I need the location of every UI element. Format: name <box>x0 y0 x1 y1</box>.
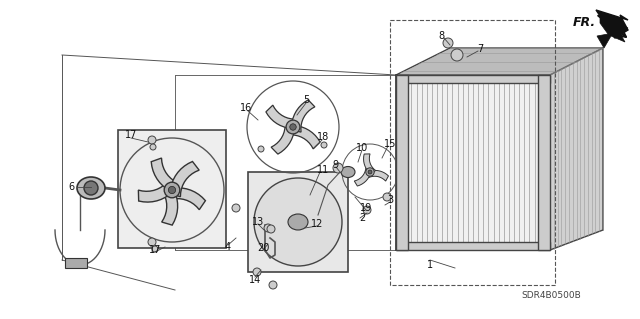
Text: 1: 1 <box>427 260 433 270</box>
Polygon shape <box>288 126 320 149</box>
Polygon shape <box>396 75 550 250</box>
Circle shape <box>148 136 156 144</box>
Polygon shape <box>596 10 628 38</box>
Circle shape <box>164 182 180 198</box>
Text: 19: 19 <box>360 203 372 213</box>
Ellipse shape <box>288 214 308 230</box>
Polygon shape <box>161 186 178 225</box>
Circle shape <box>267 225 275 233</box>
Circle shape <box>254 178 342 266</box>
Ellipse shape <box>341 167 355 177</box>
Circle shape <box>148 238 156 246</box>
Polygon shape <box>396 75 550 83</box>
Circle shape <box>269 281 277 289</box>
Circle shape <box>451 49 463 61</box>
Polygon shape <box>292 100 315 132</box>
Text: 11: 11 <box>317 165 329 175</box>
Polygon shape <box>355 168 371 186</box>
Ellipse shape <box>77 177 105 199</box>
Circle shape <box>368 170 372 174</box>
Circle shape <box>290 124 296 130</box>
Text: 17: 17 <box>149 245 161 255</box>
Text: 8: 8 <box>438 31 444 41</box>
Polygon shape <box>138 180 175 202</box>
Text: 3: 3 <box>387 195 393 205</box>
Circle shape <box>363 206 371 214</box>
Circle shape <box>443 38 453 48</box>
Text: 17: 17 <box>125 130 137 140</box>
Bar <box>248 172 348 272</box>
Circle shape <box>258 146 264 152</box>
Polygon shape <box>597 15 628 48</box>
Circle shape <box>264 224 272 232</box>
Polygon shape <box>271 122 294 154</box>
Circle shape <box>383 193 391 201</box>
Circle shape <box>84 181 98 195</box>
Circle shape <box>152 246 158 252</box>
Polygon shape <box>364 154 376 174</box>
Circle shape <box>333 163 343 173</box>
Text: 12: 12 <box>311 219 323 229</box>
Text: 18: 18 <box>317 132 329 142</box>
Polygon shape <box>368 170 388 181</box>
Bar <box>65 258 87 268</box>
Bar <box>118 130 226 248</box>
Polygon shape <box>396 242 550 250</box>
Bar <box>390 20 555 285</box>
Text: 4: 4 <box>225 242 231 252</box>
Text: 15: 15 <box>384 139 396 149</box>
Text: 7: 7 <box>477 44 483 54</box>
Polygon shape <box>396 75 408 250</box>
Polygon shape <box>151 158 181 193</box>
Polygon shape <box>550 48 603 250</box>
Text: FR.: FR. <box>573 16 596 28</box>
Text: 13: 13 <box>252 217 264 227</box>
Text: 10: 10 <box>356 143 368 153</box>
Polygon shape <box>266 105 298 129</box>
Text: 5: 5 <box>303 95 309 105</box>
Polygon shape <box>170 161 199 197</box>
Circle shape <box>168 186 175 194</box>
Circle shape <box>253 268 261 276</box>
Circle shape <box>286 120 300 134</box>
Text: 20: 20 <box>257 243 269 253</box>
Circle shape <box>366 168 374 176</box>
Text: 6: 6 <box>68 182 74 192</box>
Polygon shape <box>168 188 205 210</box>
Text: 16: 16 <box>240 103 252 113</box>
Polygon shape <box>538 75 550 250</box>
Circle shape <box>321 142 327 148</box>
Text: 14: 14 <box>249 275 261 285</box>
Text: 2: 2 <box>359 213 365 223</box>
Polygon shape <box>396 48 603 75</box>
Text: 9: 9 <box>332 160 338 170</box>
Text: SDR4B0500B: SDR4B0500B <box>521 291 581 300</box>
Circle shape <box>150 144 156 150</box>
Circle shape <box>232 204 240 212</box>
